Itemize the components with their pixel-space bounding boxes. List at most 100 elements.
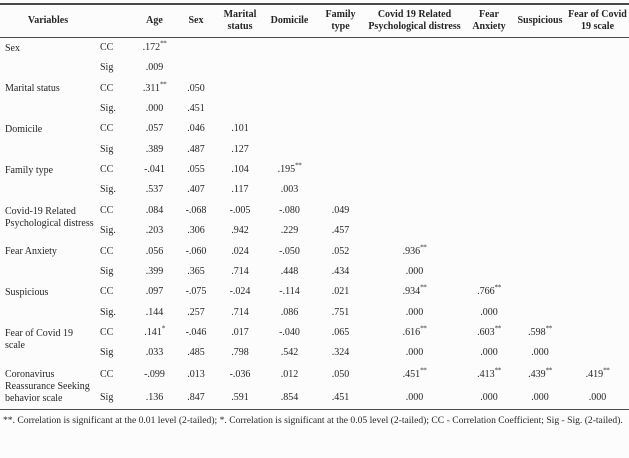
significance-value: .127 [231, 143, 249, 155]
correlation-value [566, 241, 629, 261]
significance-value [566, 302, 629, 322]
significance-asterisk: ** [545, 366, 553, 375]
stat-label-cc: CC [100, 245, 114, 257]
correlation-value: -.050 [279, 245, 300, 257]
cc-row: Marital status CC .311** .050 [0, 78, 629, 98]
correlation-value [464, 78, 514, 98]
correlation-value [566, 37, 629, 58]
correlation-value: .936** [402, 243, 427, 257]
correlation-value [566, 160, 629, 180]
significance-value [263, 139, 316, 159]
stat-label-cc: CC [100, 286, 114, 298]
significance-value: .000 [405, 306, 424, 318]
significance-value: .136 [145, 391, 164, 403]
significance-value: .000 [145, 102, 164, 114]
significance-value [514, 302, 566, 322]
column-header-statistic [96, 4, 134, 37]
significance-value [316, 180, 365, 200]
correlation-value: .616** [402, 324, 427, 339]
significance-value [365, 99, 464, 119]
cc-row: Coronavirus Reassurance Seeking behavior… [0, 364, 629, 404]
significance-value [217, 58, 263, 78]
correlation-value: .056 [145, 245, 164, 257]
significance-value: .203 [145, 225, 164, 237]
correlation-value: .012 [280, 369, 299, 381]
significance-asterisk: ** [420, 324, 427, 333]
significance-value [566, 180, 629, 200]
correlation-value: .065 [331, 327, 350, 339]
sig-row: Sig. .537 .407 .117 .003 [0, 180, 629, 200]
significance-value: .798 [231, 347, 249, 359]
significance-value [566, 221, 629, 241]
significance-value: .365 [187, 265, 205, 277]
stat-label-cc: CC [100, 369, 114, 381]
correlation-value [316, 119, 365, 139]
significance-value: .487 [187, 143, 205, 155]
column-header: Marital status [223, 9, 257, 32]
cc-row: Sex CC .172** [0, 37, 629, 58]
significance-value [514, 262, 566, 282]
cc-row: Fear of Covid 19 scale CC .141* -.046 .017 -.… [0, 323, 629, 351]
significance-value [514, 180, 566, 200]
variable-label: Family type [5, 164, 54, 176]
significance-asterisk: ** [420, 283, 427, 292]
significance-value [464, 139, 514, 159]
significance-value [175, 58, 217, 78]
significance-value: .451 [187, 102, 205, 114]
sig-row: Sig. .000 .451 [0, 99, 629, 119]
correlation-value: .451** [402, 366, 427, 381]
sig-row: Sig .389 .487 .127 [0, 139, 629, 159]
correlation-value: .104 [231, 164, 249, 176]
correlation-value: .419** [585, 366, 610, 381]
cc-row: Family type CC -.041 .055 .104 .195** [0, 160, 629, 180]
correlation-value: .049 [331, 204, 350, 216]
correlation-value: .097 [145, 286, 164, 298]
significance-value: .407 [187, 184, 205, 196]
significance-value [263, 99, 316, 119]
correlation-value [365, 119, 464, 139]
table-header: Variables Age Sex Marital status Domicile Fam… [0, 4, 629, 38]
correlation-value: -.041 [144, 164, 165, 176]
correlation-value [175, 37, 217, 58]
column-header: Family type [325, 9, 356, 32]
variable-label: Fear of Covid 19 scale [5, 327, 74, 352]
correlation-value [514, 37, 566, 58]
correlation-value [464, 119, 514, 139]
significance-value: .009 [145, 62, 164, 74]
significance-value [566, 343, 629, 363]
correlation-value [514, 282, 566, 302]
significance-asterisk: ** [603, 366, 610, 375]
stat-label-sig: Sig. [100, 306, 116, 318]
significance-value: .847 [187, 391, 205, 403]
significance-value: .229 [280, 225, 299, 237]
correlation-value [514, 78, 566, 98]
significance-value: .485 [187, 347, 205, 359]
significance-value: .000 [480, 306, 498, 318]
stat-label-cc: CC [100, 204, 114, 216]
sig-row: Sig .033 .485 .798 .542 .324 .000 .000 .000 [0, 343, 629, 363]
significance-value [464, 221, 514, 241]
table-body: Sex CC .172** Sig .009 Marital status CC .311**… [0, 37, 629, 410]
stat-label-cc: CC [100, 41, 114, 53]
sig-row: Sig .136 .847 .591 .854 .451 .000 .000 .000 .000 [0, 386, 629, 410]
significance-value: .389 [145, 143, 164, 155]
variable-label: Suspicious [5, 287, 49, 299]
significance-value: .537 [145, 184, 164, 196]
significance-value: .451 [331, 391, 350, 403]
significance-value: .000 [531, 347, 549, 359]
significance-value: .000 [405, 391, 424, 403]
significance-value: .000 [405, 265, 424, 277]
significance-value [566, 58, 629, 78]
stat-label-sig: Sig. [100, 184, 116, 196]
correlation-value [514, 160, 566, 180]
correlation-value [566, 201, 629, 221]
stat-label-sig: Sig. [100, 225, 116, 237]
correlation-value [217, 37, 263, 58]
significance-value: .751 [331, 306, 350, 318]
correlation-value [263, 37, 316, 58]
variable-label: Sex [5, 42, 20, 54]
correlation-value [365, 160, 464, 180]
significance-value: .854 [280, 391, 299, 403]
column-header: Suspicious [517, 14, 563, 26]
correlation-value: .195** [277, 161, 302, 176]
